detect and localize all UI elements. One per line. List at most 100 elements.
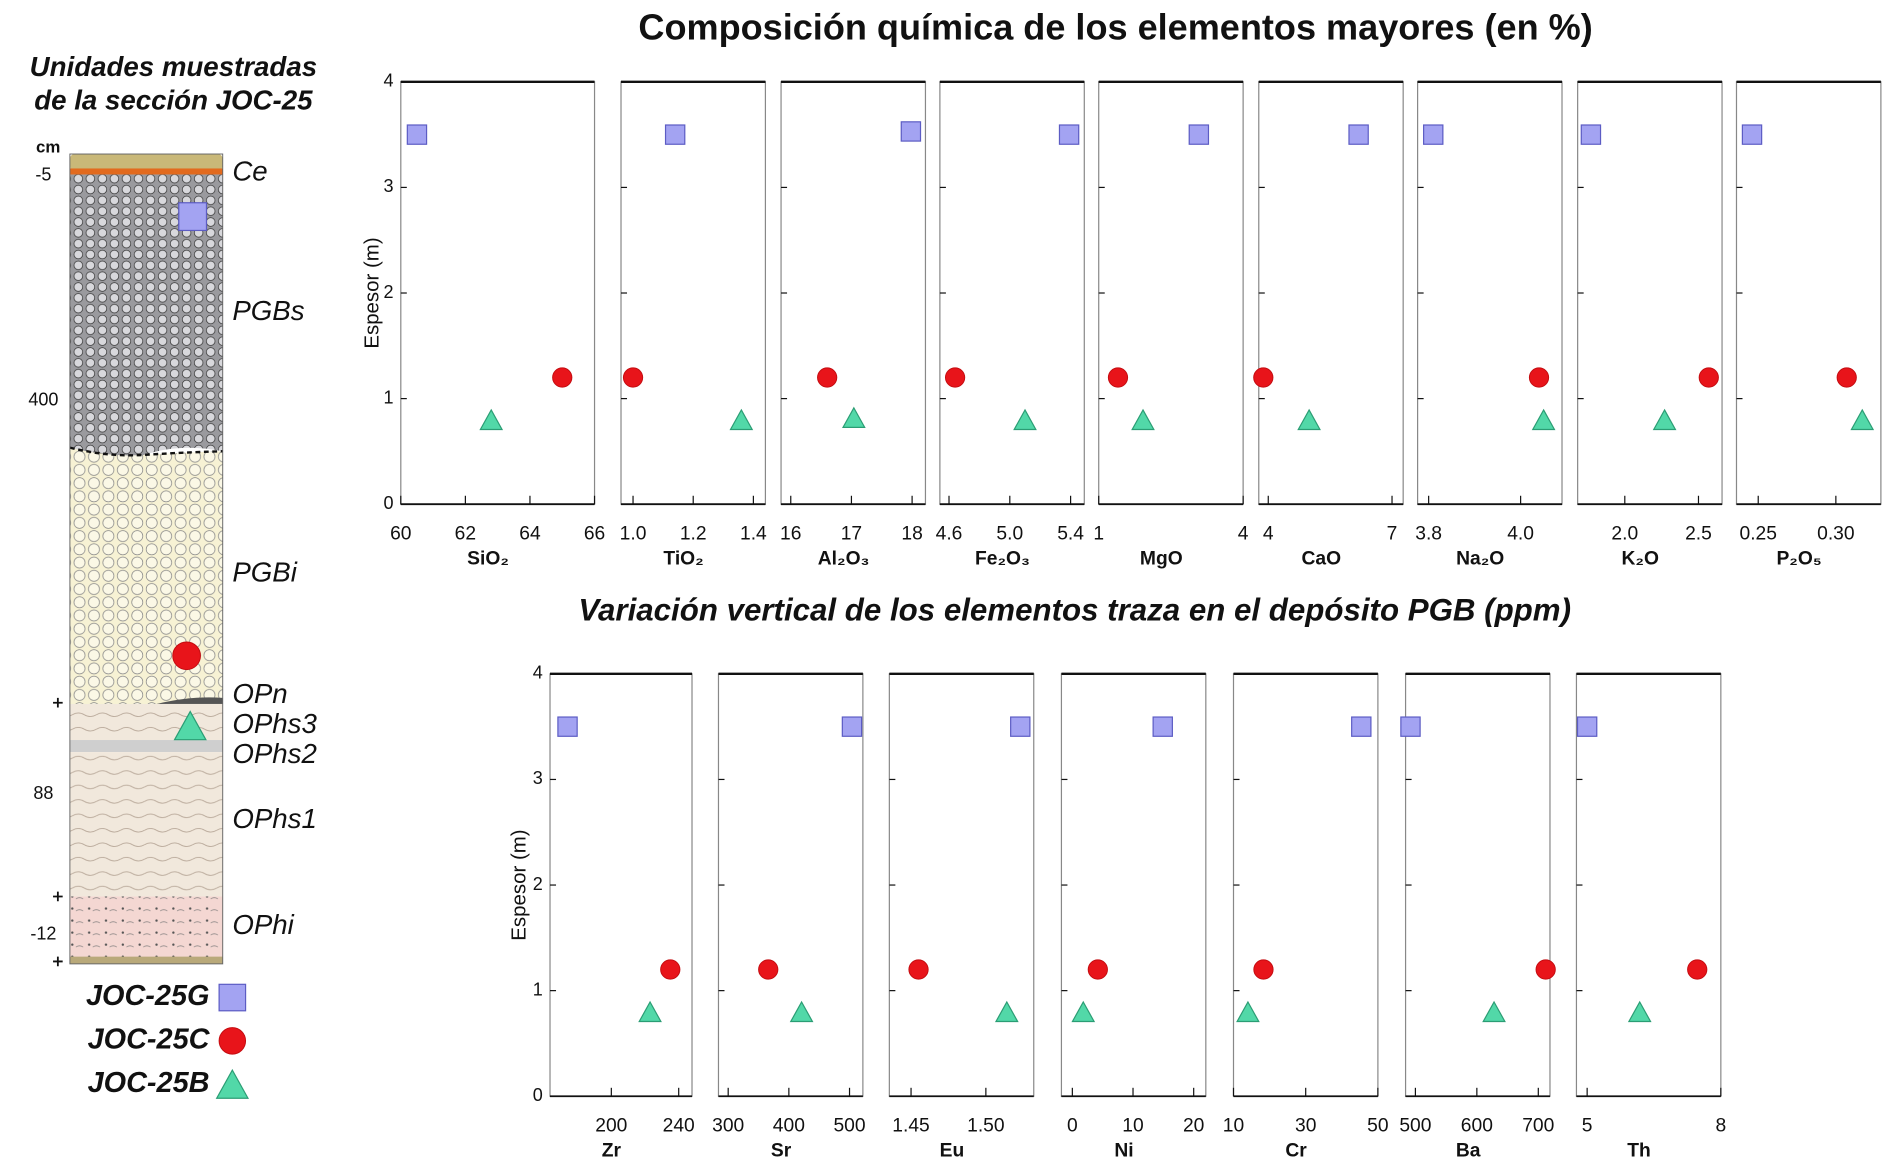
panel: Variación vertical de los elementos traz… [507, 593, 1571, 1160]
y-tick-label: 0 [533, 1085, 543, 1105]
data-point [552, 367, 573, 388]
x-tick-label: 300 [712, 1115, 744, 1136]
x-axis-label: SiO₂ [467, 549, 509, 570]
column-title: Unidades muestradas [30, 51, 317, 82]
plot-frame [620, 81, 767, 505]
unit-label: PGBs [232, 295, 304, 326]
x-tick-label: 4.6 [936, 523, 963, 544]
x-tick-label: 5.4 [1057, 523, 1084, 544]
column-sample-marker [173, 710, 207, 741]
plot-frame [717, 673, 864, 1097]
layer-soil-line [69, 168, 223, 175]
y-tick-label: 4 [384, 71, 394, 91]
data-point [1297, 408, 1321, 431]
data-point [1010, 716, 1031, 737]
depth-label: -12 [30, 924, 56, 944]
x-axis-label: Cr [1285, 1141, 1307, 1160]
chart-title: Variación vertical de los elementos traz… [578, 593, 1571, 628]
plot-frame [1258, 81, 1404, 505]
x-tick-label: 0.25 [1739, 523, 1776, 544]
data-point [1482, 1000, 1506, 1023]
depth-label: 88 [33, 783, 53, 803]
data-point [1348, 124, 1369, 145]
x-tick-label: 4 [1263, 523, 1274, 544]
x-tick-label: 500 [1399, 1115, 1431, 1136]
data-point [1528, 367, 1550, 388]
plot-frame [1098, 81, 1244, 505]
x-tick-label: 600 [1461, 1115, 1493, 1136]
panel: 0 10 20 Ni [1060, 672, 1207, 1160]
plot-frame [1404, 673, 1551, 1097]
column-sample-marker [172, 641, 201, 671]
plot-frame [1232, 673, 1379, 1097]
layer-ophi [69, 896, 223, 960]
x-axis-label: Zr [602, 1141, 622, 1160]
data-point [944, 367, 966, 388]
x-axis-label: Eu [940, 1141, 965, 1160]
plot-frame [1060, 673, 1207, 1097]
data-point [1627, 1000, 1652, 1023]
x-axis-label: Na₂O [1456, 549, 1504, 570]
y-tick-label: 2 [533, 874, 543, 894]
data-point [1400, 716, 1421, 737]
data-point [622, 367, 644, 388]
data-point [557, 716, 578, 737]
x-tick-label: 4 [1238, 523, 1249, 544]
x-tick-label: 500 [833, 1115, 865, 1136]
x-tick-label: 3.8 [1415, 523, 1442, 544]
x-tick-label: 1.45 [892, 1115, 929, 1136]
x-tick-label: 60 [390, 523, 411, 544]
plot-frame [888, 673, 1035, 1097]
x-tick-label: 1.50 [967, 1115, 1004, 1136]
plot-frame [1735, 81, 1882, 505]
x-axis-label: MgO [1140, 549, 1183, 570]
data-point [1850, 408, 1875, 431]
x-tick-label: 10 [1122, 1115, 1143, 1136]
data-point [1152, 716, 1173, 737]
column-sample-marker [178, 202, 208, 232]
unit-label: Ce [232, 156, 267, 187]
data-point [1107, 367, 1129, 388]
x-tick-label: 5.0 [996, 523, 1023, 544]
x-tick-label: 4.0 [1507, 523, 1534, 544]
panel: 2.0 2.5 K₂O [1577, 80, 1723, 570]
plot-frame [1417, 81, 1563, 505]
data-point [1058, 124, 1080, 145]
plot-frame [939, 81, 1085, 505]
x-axis-label: Ni [1114, 1141, 1133, 1160]
x-tick-label: 240 [663, 1115, 695, 1136]
x-axis-label: P₂O₅ [1776, 549, 1821, 570]
data-point [1071, 1000, 1096, 1023]
x-tick-label: 8 [1715, 1115, 1726, 1136]
legend-label: JOC-25G [86, 980, 209, 1012]
unit-label: OPhs1 [232, 803, 317, 834]
x-tick-label: 17 [841, 523, 862, 544]
plot-frame [400, 81, 596, 505]
depth-unit: cm [36, 137, 60, 156]
data-point [1531, 408, 1556, 431]
x-tick-label: 50 [1367, 1115, 1388, 1136]
data-point [1836, 367, 1857, 388]
x-tick-label: 20 [1183, 1115, 1204, 1136]
data-point [1253, 959, 1274, 980]
data-point [1188, 124, 1210, 145]
x-tick-label: 2.0 [1611, 523, 1638, 544]
unit-label: OPhs2 [232, 738, 317, 769]
y-tick-label: 3 [533, 768, 543, 788]
x-tick-label: 10 [1223, 1115, 1244, 1136]
x-axis-label: TiO₂ [663, 549, 703, 570]
x-tick-label: 7 [1387, 523, 1398, 544]
legend-label: JOC-25B [88, 1067, 210, 1099]
data-point [758, 959, 779, 980]
x-tick-label: 700 [1522, 1115, 1554, 1136]
x-tick-label: 18 [901, 523, 922, 544]
legend-marker [218, 1027, 247, 1055]
x-tick-label: 1.2 [680, 523, 707, 544]
x-tick-label: 0.30 [1817, 523, 1854, 544]
data-point [841, 716, 863, 737]
y-tick-label: 4 [533, 663, 543, 683]
layer-ophs2 [69, 740, 223, 753]
layer-base [69, 956, 223, 964]
